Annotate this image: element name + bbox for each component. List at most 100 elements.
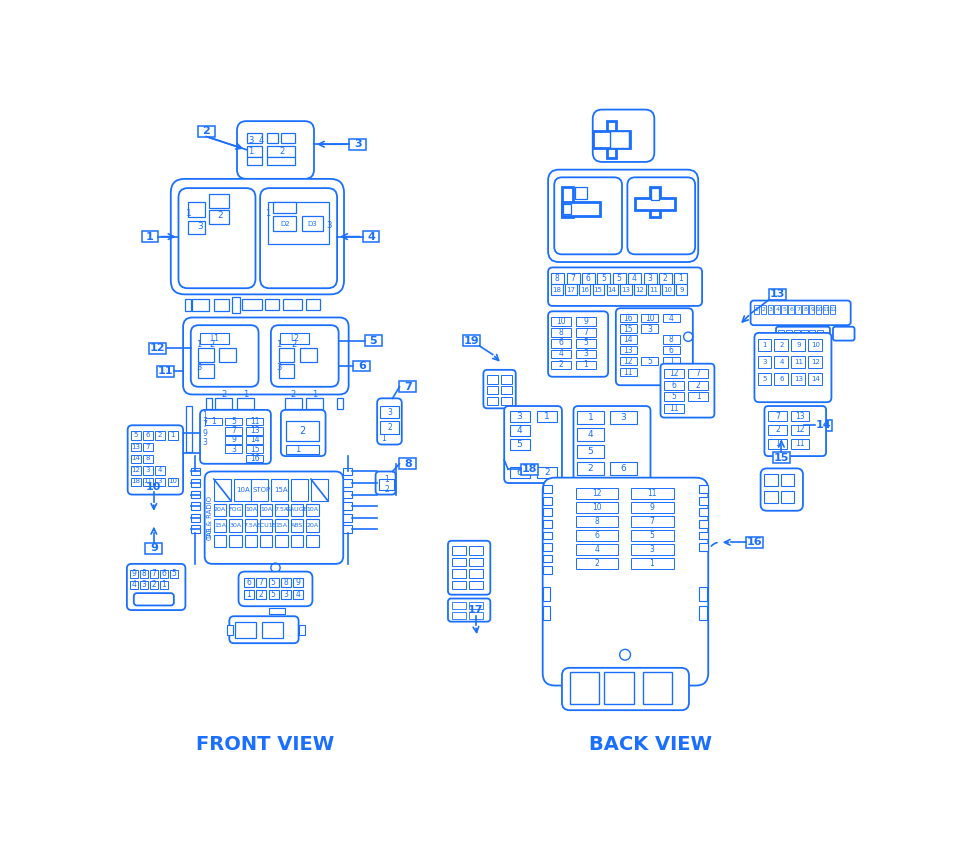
Text: 11: 11 bbox=[669, 404, 678, 413]
Bar bbox=[130, 454, 141, 463]
Text: 13: 13 bbox=[623, 346, 633, 355]
Bar bbox=[620, 324, 637, 333]
Bar bbox=[143, 443, 153, 452]
Bar bbox=[150, 570, 157, 577]
Bar bbox=[191, 491, 200, 498]
Bar bbox=[664, 369, 683, 379]
Bar bbox=[344, 491, 352, 498]
Bar bbox=[775, 305, 780, 314]
Bar bbox=[467, 604, 484, 616]
Bar bbox=[791, 339, 805, 351]
Bar bbox=[562, 187, 573, 217]
Bar bbox=[155, 466, 165, 475]
Text: 2: 2 bbox=[290, 390, 296, 399]
Text: 9: 9 bbox=[295, 578, 300, 587]
Bar bbox=[452, 558, 466, 566]
Bar bbox=[287, 421, 318, 441]
FancyBboxPatch shape bbox=[483, 370, 515, 408]
Bar bbox=[816, 329, 823, 338]
Bar bbox=[160, 570, 168, 577]
FancyBboxPatch shape bbox=[833, 327, 855, 340]
Text: 5: 5 bbox=[232, 417, 236, 426]
Bar bbox=[226, 427, 242, 435]
Bar bbox=[226, 436, 242, 444]
Bar bbox=[593, 131, 630, 148]
Text: 3: 3 bbox=[584, 349, 589, 358]
Bar bbox=[542, 543, 552, 551]
Bar bbox=[268, 577, 279, 587]
Bar bbox=[699, 587, 706, 601]
FancyBboxPatch shape bbox=[627, 177, 695, 255]
Bar bbox=[247, 146, 262, 156]
FancyBboxPatch shape bbox=[548, 267, 703, 306]
Bar bbox=[290, 520, 303, 531]
Bar bbox=[566, 273, 580, 284]
Bar bbox=[775, 356, 788, 368]
Bar bbox=[642, 357, 658, 365]
Text: 6: 6 bbox=[586, 273, 591, 283]
Bar bbox=[795, 305, 801, 314]
Text: 7: 7 bbox=[775, 412, 780, 420]
Text: 12: 12 bbox=[592, 489, 601, 498]
Text: 3: 3 bbox=[516, 413, 522, 421]
Text: 11: 11 bbox=[794, 359, 803, 365]
Text: 1: 1 bbox=[243, 390, 248, 399]
Bar bbox=[337, 398, 344, 409]
Bar bbox=[613, 273, 626, 284]
Text: BACK VIEW: BACK VIEW bbox=[589, 735, 712, 754]
Bar bbox=[642, 313, 658, 322]
Text: 2: 2 bbox=[279, 148, 285, 156]
Bar bbox=[760, 305, 766, 314]
Bar bbox=[688, 392, 708, 402]
Text: 2: 2 bbox=[217, 211, 223, 221]
Bar bbox=[150, 343, 166, 354]
Bar bbox=[510, 412, 530, 422]
Text: 5: 5 bbox=[783, 307, 786, 312]
Text: 14: 14 bbox=[608, 287, 617, 293]
Bar bbox=[551, 339, 571, 347]
Text: 8: 8 bbox=[555, 273, 560, 283]
Bar bbox=[576, 318, 595, 326]
Text: 1: 1 bbox=[584, 360, 589, 369]
FancyBboxPatch shape bbox=[375, 471, 396, 495]
FancyBboxPatch shape bbox=[760, 469, 803, 511]
Bar bbox=[245, 503, 257, 516]
Text: L1: L1 bbox=[210, 334, 219, 343]
Bar bbox=[130, 431, 141, 440]
Bar bbox=[542, 566, 552, 574]
Bar bbox=[809, 339, 822, 351]
Bar bbox=[302, 216, 323, 231]
Bar bbox=[576, 361, 595, 369]
Text: 7: 7 bbox=[146, 444, 150, 450]
Bar bbox=[551, 361, 571, 369]
Bar bbox=[699, 543, 708, 551]
Bar bbox=[306, 520, 318, 531]
Bar bbox=[168, 431, 178, 440]
Bar bbox=[349, 139, 367, 149]
Bar bbox=[279, 363, 294, 378]
Text: 2: 2 bbox=[779, 342, 784, 348]
Text: 2: 2 bbox=[291, 340, 296, 349]
Bar bbox=[620, 357, 637, 365]
Bar bbox=[268, 202, 329, 245]
Text: 20A: 20A bbox=[214, 508, 226, 513]
FancyBboxPatch shape bbox=[261, 188, 337, 288]
Bar bbox=[353, 361, 371, 371]
Text: 5: 5 bbox=[648, 357, 652, 366]
Bar bbox=[234, 479, 251, 501]
Bar bbox=[699, 606, 706, 620]
Bar bbox=[631, 530, 674, 541]
Bar bbox=[191, 526, 200, 533]
Bar bbox=[607, 284, 619, 295]
Text: 1: 1 bbox=[669, 357, 674, 366]
Text: 5: 5 bbox=[649, 531, 654, 540]
FancyBboxPatch shape bbox=[504, 406, 562, 483]
Bar bbox=[143, 454, 153, 463]
Text: 5: 5 bbox=[588, 447, 593, 456]
Bar bbox=[577, 462, 604, 475]
Text: 6: 6 bbox=[669, 346, 674, 355]
Bar bbox=[462, 335, 480, 346]
Bar bbox=[157, 366, 174, 377]
FancyBboxPatch shape bbox=[134, 593, 174, 605]
Bar bbox=[768, 412, 786, 421]
